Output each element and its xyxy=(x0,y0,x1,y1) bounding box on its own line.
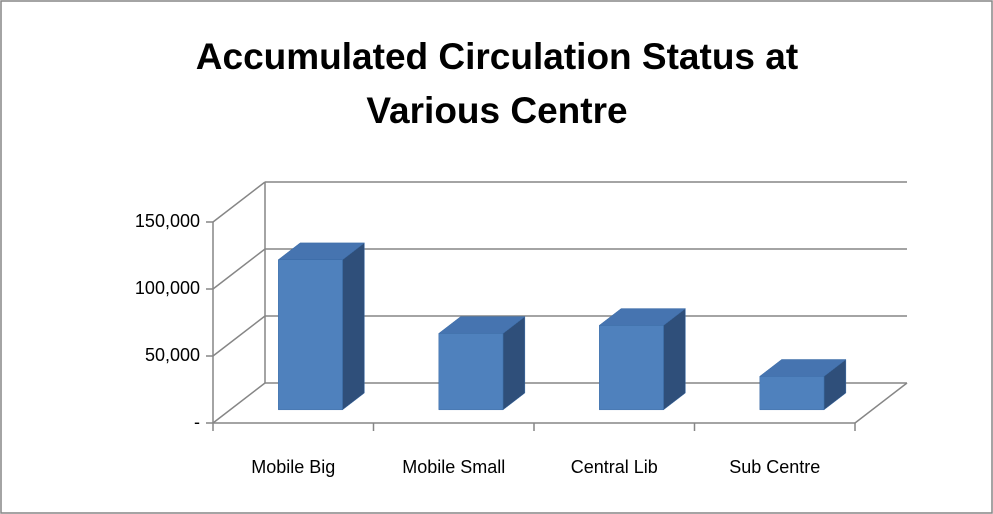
y-tick-label: 150,000 xyxy=(135,211,200,231)
bar-front xyxy=(599,325,664,411)
bar-front xyxy=(278,259,343,411)
bar-front xyxy=(759,376,825,411)
y-tick-label: 50,000 xyxy=(145,345,200,365)
x-tick-label: Sub Centre xyxy=(729,457,820,477)
grid-line xyxy=(212,248,266,290)
bar-front xyxy=(438,333,504,411)
bar xyxy=(438,316,526,411)
x-tick-label: Mobile Small xyxy=(402,457,505,477)
bar xyxy=(277,242,366,411)
x-tick-label: Mobile Big xyxy=(251,457,335,477)
grid-line xyxy=(212,315,266,357)
x-tick-label: Central Lib xyxy=(571,457,658,477)
chart-title: Accumulated Circulation Status at Variou… xyxy=(195,36,799,131)
bar xyxy=(598,308,687,411)
y-tick-label: 100,000 xyxy=(135,278,200,298)
grid-line xyxy=(212,181,266,223)
bar-side xyxy=(663,308,686,411)
bar xyxy=(759,358,847,411)
y-tick-label: - xyxy=(194,412,200,432)
bar-side xyxy=(342,242,365,411)
grid-line xyxy=(212,382,266,424)
floor-right xyxy=(854,382,908,424)
